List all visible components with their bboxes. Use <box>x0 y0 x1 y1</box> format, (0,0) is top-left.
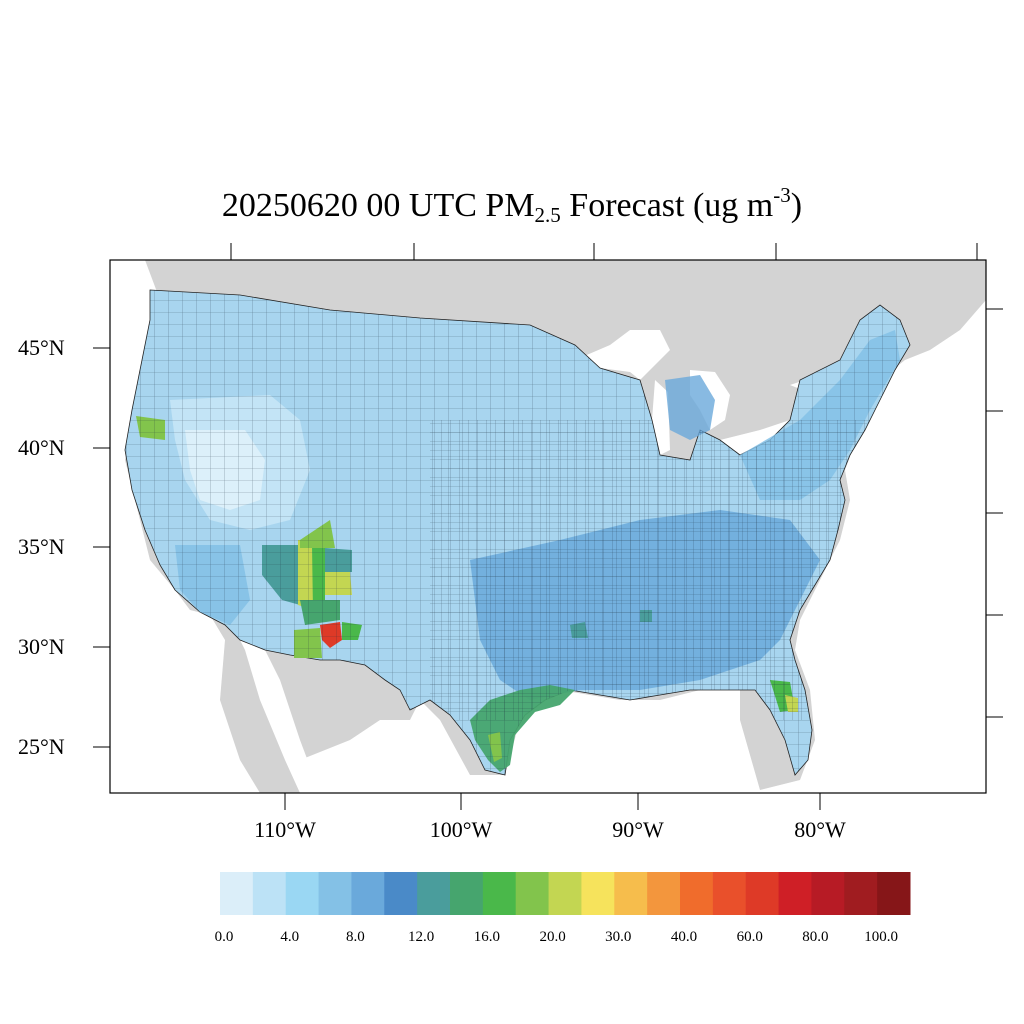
colorbar-swatch <box>482 872 517 915</box>
colorbar-swatch <box>515 872 550 915</box>
left-ticks <box>93 347 110 748</box>
colorbar-tick-label: 16.0 <box>473 929 500 945</box>
colorbar-swatch <box>417 872 451 915</box>
right-ticks <box>986 308 1003 718</box>
colorbar-tick-label: 8.0 <box>346 929 365 945</box>
lat-label-35: 35°N <box>18 534 65 559</box>
colorbar-swatch <box>285 872 320 915</box>
colorbar-swatch <box>548 872 582 915</box>
colorbar-tick-label: 60.0 <box>736 929 763 945</box>
pacific-ocean <box>110 260 260 793</box>
colorbar-tick-label: 30.0 <box>605 929 632 945</box>
lon-label-80w: 80°W <box>794 817 846 842</box>
colorbar-swatch <box>318 872 352 915</box>
colorbar-swatch <box>220 872 254 915</box>
colorbar-tick-label: 0.0 <box>214 929 234 945</box>
colorbar-swatch <box>252 872 287 915</box>
colorbar-tick-label: 4.0 <box>280 929 300 945</box>
lat-label-45: 45°N <box>18 335 65 360</box>
colorbar-swatch <box>844 872 878 915</box>
colorbar-tick-label: 12.0 <box>408 929 435 945</box>
map-frame <box>109 259 987 794</box>
lon-label-90w: 90°W <box>612 817 664 842</box>
colorbar-swatch <box>647 872 681 915</box>
colorbar-swatch <box>778 872 812 915</box>
bottom-ticks <box>284 793 821 810</box>
lat-label-25: 25°N <box>18 734 65 759</box>
gulf-of-california <box>230 620 320 793</box>
map-title: 20250620 00 UTC PM2.5 Forecast (ug m-3) <box>221 183 803 227</box>
colorbar-swatch <box>384 872 418 915</box>
colorbar-swatch <box>680 872 714 915</box>
colorbar-tick-label: 80.0 <box>802 929 829 945</box>
colorbar-tick-label: 20.0 <box>539 929 566 945</box>
colorbar-swatch <box>581 872 615 915</box>
atlantic-ocean <box>300 300 986 793</box>
colorbar <box>220 872 911 915</box>
colorbar-tick-label: 100.0 <box>864 929 899 945</box>
colorbar-swatch <box>450 872 484 915</box>
colorbar-swatch <box>712 872 747 915</box>
colorbar-swatch <box>877 872 911 915</box>
michigan-darker <box>665 375 715 440</box>
colorbar-swatch <box>614 872 648 915</box>
lat-label-30: 30°N <box>18 634 65 659</box>
lon-label-100w: 100°W <box>429 817 493 842</box>
colorbar-swatch <box>811 872 845 915</box>
colorbar-swatch <box>351 872 385 915</box>
colorbar-swatch <box>745 872 780 915</box>
colorbar-tick-label: 40.0 <box>670 929 698 945</box>
top-ticks <box>230 243 978 260</box>
lon-label-110w: 110°W <box>254 817 316 842</box>
lat-label-40: 40°N <box>18 435 65 460</box>
